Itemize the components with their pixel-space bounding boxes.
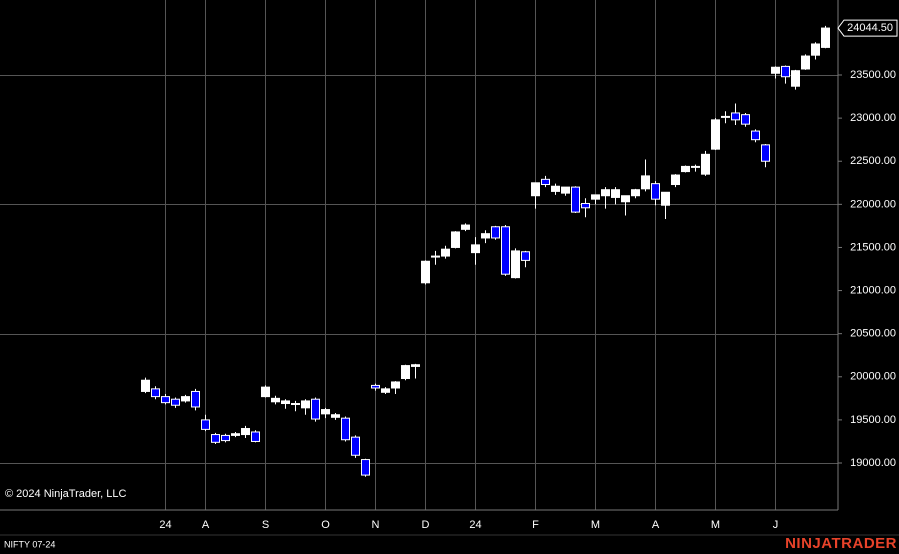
candle-body (491, 226, 500, 239)
candle-body (511, 250, 520, 279)
candle-body (361, 459, 370, 476)
candle-body (651, 183, 660, 200)
y-tick-label: 23500.00 (850, 69, 896, 81)
candle-body (531, 182, 540, 197)
candle-body (221, 434, 230, 442)
candle-body (811, 43, 820, 56)
candle-body (381, 388, 390, 393)
candle-body (431, 255, 440, 258)
candle-body (601, 189, 610, 197)
y-tick-label: 20500.00 (850, 328, 896, 340)
x-tick-label: A (202, 519, 210, 531)
candle-body (471, 244, 480, 254)
candle-body (371, 384, 380, 389)
candle-body (441, 248, 450, 257)
candle-body (321, 409, 330, 415)
y-tick-label: 21500.00 (850, 241, 896, 253)
candle-body (401, 365, 410, 380)
candle-body (331, 414, 340, 418)
candle-body (731, 112, 740, 121)
y-tick-label: 19000.00 (850, 457, 896, 469)
candle-body (751, 130, 760, 141)
candle-body (611, 189, 620, 198)
x-tick-label: J (773, 519, 779, 531)
last-price-box (837, 19, 898, 37)
y-tick-label: 22000.00 (850, 198, 896, 210)
candle-body (781, 65, 790, 78)
candle-body (741, 114, 750, 125)
candle-body (461, 224, 470, 230)
candle-body (761, 144, 770, 162)
y-tick-label: 23000.00 (850, 112, 896, 124)
candle-body (391, 381, 400, 389)
candle-body (301, 400, 310, 409)
candle-body (711, 119, 720, 150)
candle-body (201, 419, 210, 430)
x-tick-label: A (652, 519, 660, 531)
candle-body (161, 396, 170, 404)
candle-body (211, 434, 220, 443)
candle-body (561, 186, 570, 194)
candle-body (521, 251, 530, 261)
candle-body (191, 390, 200, 408)
candle-body (541, 178, 550, 186)
candle-body (181, 396, 190, 402)
candle-body (281, 400, 290, 405)
candle-body (171, 398, 180, 406)
candle-body (701, 153, 710, 175)
logo: NINJATRADER (785, 535, 897, 552)
last-price-label: 24044.50 (847, 22, 893, 34)
candle-body (151, 388, 160, 398)
x-tick-label: N (372, 519, 380, 531)
candle-body (641, 175, 650, 190)
candle-body (501, 226, 510, 275)
candle-body (691, 165, 700, 168)
candle-body (571, 186, 580, 213)
candle-body (271, 397, 280, 403)
y-tick-label: 19500.00 (850, 414, 896, 426)
candle-body (821, 27, 830, 48)
candle-body (551, 185, 560, 192)
y-tick-label: 20000.00 (850, 371, 896, 383)
candle-body (241, 428, 250, 436)
candle-body (631, 189, 640, 197)
candle-body (421, 260, 430, 284)
candle-body (661, 191, 670, 206)
candle-body (141, 379, 150, 392)
candle-body (591, 194, 600, 200)
candle-body (771, 66, 780, 74)
candle-body (451, 231, 460, 248)
x-tick-label: S (262, 519, 269, 531)
y-tick-label: 21000.00 (850, 284, 896, 296)
candle-body (581, 202, 590, 209)
candle-body (251, 431, 260, 442)
candle-body (671, 174, 680, 186)
x-tick-label: D (422, 519, 430, 531)
x-tick-label: 24 (159, 519, 171, 531)
candle-body (351, 436, 360, 456)
candle-body (311, 398, 320, 420)
instrument: NIFTY 07-24 (4, 539, 55, 549)
candle-body (261, 386, 270, 398)
candle-body (231, 433, 240, 436)
x-tick-label: F (532, 519, 539, 531)
candle-body (681, 165, 690, 173)
y-tick-label: 22500.00 (850, 155, 896, 167)
candle-body (291, 403, 300, 406)
candle-body (621, 195, 630, 203)
x-tick-label: O (321, 519, 330, 531)
candle-body (801, 55, 810, 70)
x-tick-label: M (591, 519, 600, 531)
candle-body (721, 115, 730, 118)
candle-body (411, 364, 420, 367)
candle-body (791, 70, 800, 87)
x-tick-label: 24 (469, 519, 481, 531)
x-tick-label: M (711, 519, 720, 531)
candle-body (341, 417, 350, 441)
candle-body (481, 233, 490, 239)
watermark: © 2024 NinjaTrader, LLC (5, 488, 126, 500)
